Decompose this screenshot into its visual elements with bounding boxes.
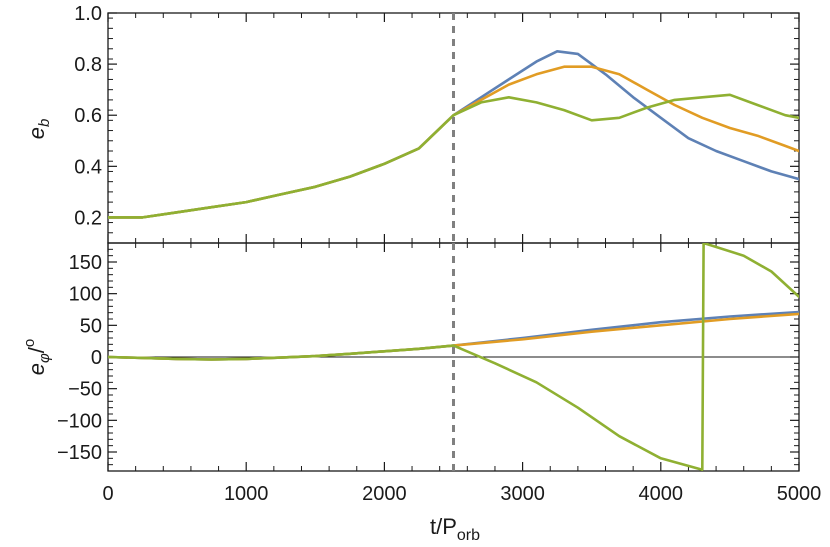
bottom-ylabel: eφ/o — [21, 339, 53, 376]
bottom-ylabel-sub: φ — [36, 353, 53, 363]
bottom-xtick-label: 1000 — [224, 483, 269, 505]
bottom-ytick-label: −100 — [57, 410, 102, 432]
top-ylabel: eb — [24, 119, 53, 140]
top-ytick-label: 0.8 — [74, 54, 102, 76]
bottom-ytick-label: 100 — [69, 284, 102, 306]
bottom-xtick-label: 2000 — [362, 483, 407, 505]
top-series-line-3 — [108, 93, 799, 219]
top-series-group — [108, 49, 799, 219]
bottom-xtick-label: 4000 — [639, 483, 684, 505]
bottom-xtick-label: 3000 — [500, 483, 545, 505]
bottom-ytick-label: −150 — [57, 442, 102, 464]
xlabel-sub: orb — [457, 527, 480, 544]
bottom-panel: −150 −100 −50 0 50 100 150 0 1000 2000 3000 4000 500… — [57, 242, 822, 505]
bottom-ytick-label: 0 — [91, 347, 102, 369]
top-ylabel-sub: b — [36, 119, 53, 127]
top-ytick-label: 0.6 — [74, 105, 102, 127]
xlabel-base: t/P — [430, 514, 457, 539]
top-panel: 0.2 0.4 0.6 0.8 1.0 — [74, 3, 800, 244]
bottom-ytick-label: −50 — [68, 379, 102, 401]
bottom-xtick-label: 5000 — [777, 483, 822, 505]
top-ytick-label: 1.0 — [74, 3, 102, 25]
bottom-series-line-3 — [108, 243, 799, 471]
bottom-series-group — [108, 243, 799, 471]
bottom-ytick-label: 50 — [80, 315, 102, 337]
bottom-ytick-label: 150 — [69, 252, 102, 274]
bottom-xtick-label: 0 — [102, 483, 113, 505]
bottom-ylabel-suffix: / — [24, 346, 49, 353]
bottom-ylabel-base: e — [24, 363, 49, 375]
top-ytick-label: 0.4 — [74, 156, 102, 178]
bottom-ylabel-sup: o — [21, 339, 38, 347]
top-ylabel-base: e — [24, 127, 49, 139]
x-axis-title: t/Porb — [430, 514, 480, 544]
top-ytick-label: 0.2 — [74, 207, 102, 229]
